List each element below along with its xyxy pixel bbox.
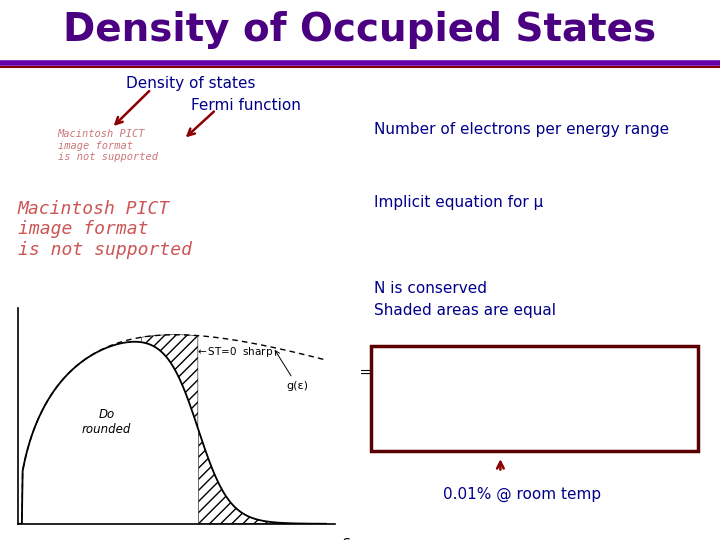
- Bar: [0, 0, 720, 68]
- Text: $\varepsilon$: $\varepsilon$: [341, 535, 351, 540]
- Text: Implicit equation for μ: Implicit equation for μ: [374, 195, 544, 210]
- Text: g(ε): g(ε): [275, 350, 308, 391]
- Text: Fermi function: Fermi function: [191, 98, 301, 113]
- Text: N is conserved: N is conserved: [374, 281, 487, 296]
- Text: Density of states: Density of states: [126, 76, 256, 91]
- Text: Density of Occupied States: Density of Occupied States: [63, 11, 657, 49]
- Text: Number of electrons per energy range: Number of electrons per energy range: [374, 122, 670, 137]
- Text: Macintosh PICT
image format
is not supported: Macintosh PICT image format is not suppo…: [58, 129, 158, 163]
- Bar: [371, 346, 698, 451]
- Text: ⇒: ⇒: [360, 363, 377, 382]
- Text: Macintosh PICT
image format
is not supported: Macintosh PICT image format is not suppo…: [400, 415, 500, 449]
- Text: $\leftarrow$ST=0  sharp: $\leftarrow$ST=0 sharp: [195, 345, 274, 359]
- Text: Do
rounded: Do rounded: [82, 408, 131, 436]
- Text: Shaded areas are equal: Shaded areas are equal: [374, 303, 557, 318]
- Text: Macintosh PICT
image format
is not supported: Macintosh PICT image format is not suppo…: [18, 200, 192, 259]
- Text: 0.01% @ room temp: 0.01% @ room temp: [443, 487, 601, 502]
